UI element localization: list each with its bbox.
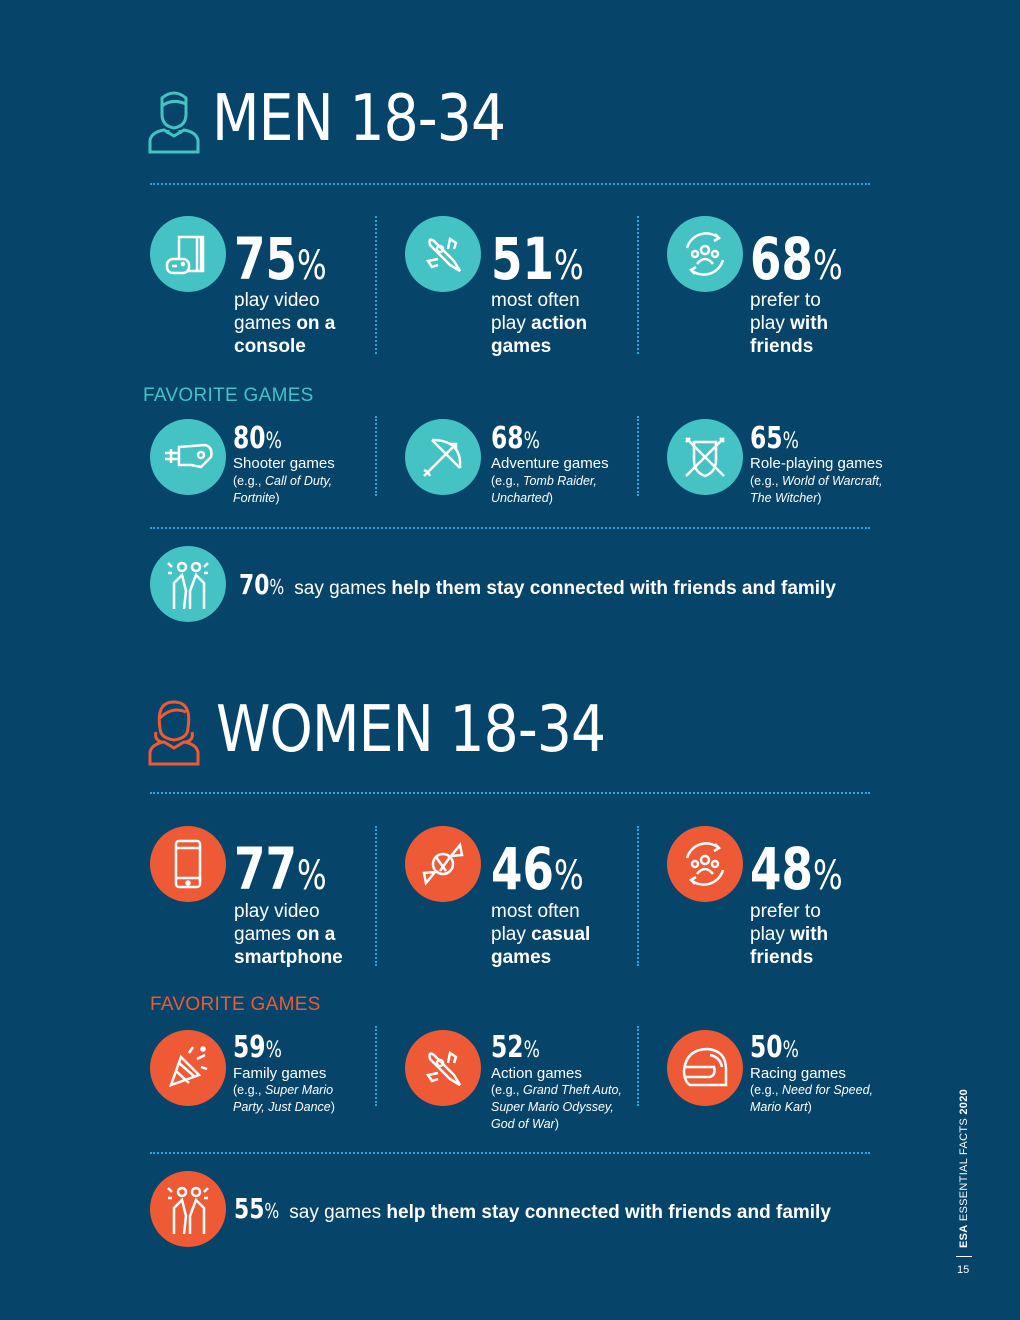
women-family-examples: (e.g., Super Mario Party, Just Dance): [233, 1083, 335, 1114]
men-adventure-percent: 68%: [491, 421, 540, 456]
party-popper-icon: [150, 1030, 226, 1106]
divider: [150, 183, 870, 185]
women-casual-text: most often play casual games: [491, 901, 591, 968]
women-friends-percent: 48%: [750, 835, 843, 903]
divider: [375, 416, 377, 496]
rocket-icon: [405, 1030, 481, 1106]
women-friends-text: prefer to play with friends: [750, 901, 829, 968]
women-favorite-games-heading: FAVORITE GAMES: [150, 994, 321, 1015]
men-section-title: MEN 18-34: [212, 82, 506, 156]
divider: [637, 416, 639, 496]
rocket-icon: [405, 216, 481, 292]
divider: [637, 1026, 639, 1106]
smartphone-icon: [150, 826, 226, 902]
men-adventure-name: Adventure games: [491, 455, 609, 472]
women-action-examples: (e.g., Grand Theft Auto, Super Mario Ody…: [491, 1083, 622, 1131]
men-friends-text: prefer to play with friends: [750, 290, 829, 357]
women-racing-examples: (e.g., Need for Speed, Mario Kart): [750, 1083, 874, 1114]
group-icon: [667, 826, 743, 902]
women-family-name: Family games: [233, 1065, 327, 1082]
women-smartphone-percent: 77%: [234, 835, 327, 903]
helmet-icon: [667, 1030, 743, 1106]
men-favorite-games-heading: FAVORITE GAMES: [143, 385, 314, 406]
men-action-percent: 51%: [491, 225, 584, 293]
blaster-icon: [150, 419, 226, 495]
men-roleplaying-percent: 65%: [750, 421, 799, 456]
men-shooter-percent: 80%: [233, 421, 282, 456]
divider: [375, 826, 377, 966]
divider: [637, 216, 639, 354]
men-friends-percent: 68%: [750, 225, 843, 293]
women-section-title: WOMEN 18-34: [216, 693, 606, 767]
publication-footer: ESA ESSENTIAL FACTS 2020: [958, 1088, 970, 1248]
footer-rule: [956, 1256, 972, 1257]
men-connected-text: 70% say games help them stay connected w…: [239, 568, 836, 601]
women-racing-name: Racing games: [750, 1065, 846, 1082]
men-shooter-examples: (e.g., Call of Duty, Fortnite): [233, 474, 333, 505]
men-roleplaying-name: Role-playing games: [750, 455, 883, 472]
bow-arrow-icon: [405, 419, 481, 495]
men-action-text: most often play action games: [491, 290, 588, 357]
divider: [637, 826, 639, 966]
candy-icon: [405, 826, 481, 902]
men-roleplaying-examples: (e.g., World of Warcraft, The Witcher): [750, 474, 883, 505]
friends-icon: [150, 1171, 226, 1247]
women-family-percent: 59%: [233, 1030, 282, 1065]
men-console-text: play video games on a console: [234, 290, 336, 357]
friends-icon: [150, 546, 226, 622]
divider: [150, 1152, 870, 1154]
men-person-icon: [148, 88, 200, 154]
group-icon: [667, 216, 743, 292]
console-icon: [150, 216, 226, 292]
women-connected-text: 55% say games help them stay connected w…: [234, 1192, 831, 1225]
women-action-percent: 52%: [491, 1030, 540, 1065]
divider: [150, 527, 870, 529]
women-person-icon: [148, 698, 200, 766]
shield-swords-icon: [667, 419, 743, 495]
divider: [150, 792, 870, 794]
men-console-percent: 75%: [234, 225, 327, 293]
divider: [375, 216, 377, 354]
divider: [375, 1026, 377, 1106]
women-racing-percent: 50%: [750, 1030, 799, 1065]
women-action-name: Action games: [491, 1065, 582, 1082]
women-smartphone-text: play video games on a smartphone: [234, 901, 343, 968]
page-number: 15: [957, 1264, 970, 1276]
women-casual-percent: 46%: [491, 835, 584, 903]
men-shooter-name: Shooter games: [233, 455, 335, 472]
men-adventure-examples: (e.g., Tomb Raider, Uncharted): [491, 474, 597, 505]
